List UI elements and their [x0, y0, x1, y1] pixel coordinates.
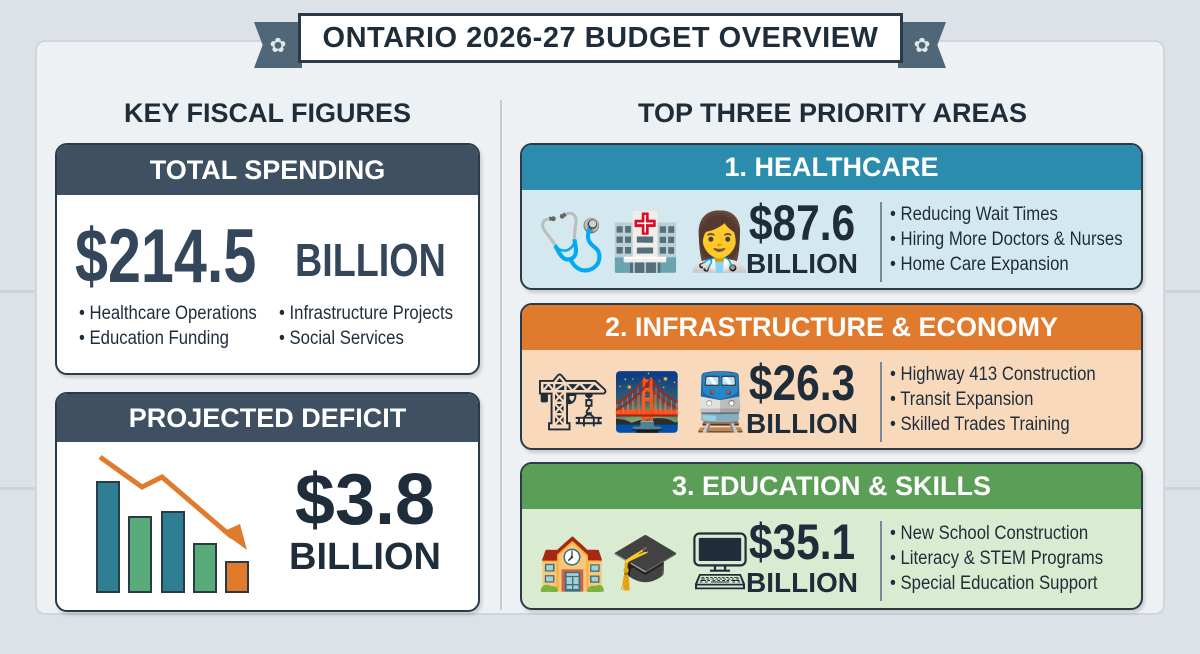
priority-body: 🏫🎓🖥 $35.1 BILLION New School Constructio… — [522, 509, 1141, 608]
deficit-unit: BILLION — [289, 536, 441, 578]
priority-title: 2. INFRASTRUCTURE & ECONOMY — [522, 305, 1141, 350]
page-title: ONTARIO 2026-27 BUDGET OVERVIEW — [298, 13, 903, 63]
priority-items: New School ConstructionLiteracy & STEM P… — [890, 521, 1132, 596]
priority-body: 🏗🌉🚆 $26.3 BILLION Highway 413 Constructi… — [522, 350, 1141, 448]
priority-items: Reducing Wait TimesHiring More Doctors &… — [890, 202, 1141, 277]
priority-unit: BILLION — [746, 567, 858, 598]
school-icon graduation-cap-icon computer-icon: 🏫🎓🖥 — [537, 529, 760, 592]
deficit-amount-block: $3.8 BILLION — [285, 464, 445, 579]
list-item: New School Construction — [890, 521, 1103, 546]
stethoscope-icon hospital-icon nurse-icon: 🩺🏥👩‍⚕️ — [537, 210, 759, 273]
list-item: Healthcare Operations — [79, 301, 257, 326]
priority-heading: TOP THREE PRIORITY AREAS — [637, 98, 1028, 128]
total-items: Infrastructure Projects Social Services — [279, 301, 477, 351]
projected-deficit-card: PROJECTED DEFICIT $3.8 BILLION — [55, 392, 480, 612]
deficit-amount: $3.8 — [294, 460, 436, 540]
priority-amount: $35.1 — [748, 514, 856, 570]
priority-amount-block: $35.1 BILLION — [737, 517, 867, 599]
list-item: Reducing Wait Times — [890, 202, 1123, 227]
priority-items: Highway 413 ConstructionTransit Expansio… — [890, 362, 1124, 437]
priority-title: 1. HEALTHCARE — [522, 145, 1141, 190]
deficit-label: PROJECTED DEFICIT — [57, 394, 478, 442]
divider — [880, 202, 882, 282]
divider — [500, 100, 502, 610]
priority-card: 1. HEALTHCARE 🩺🏥👩‍⚕️ $87.6 BILLION Reduc… — [520, 143, 1143, 290]
divider — [880, 362, 882, 442]
total-items: Healthcare Operations Education Funding — [79, 301, 281, 351]
priority-title: 3. EDUCATION & SKILLS — [522, 464, 1141, 509]
list-item: Education Funding — [79, 326, 257, 351]
priority-amount-block: $26.3 BILLION — [737, 358, 867, 440]
list-item: Highway 413 Construction — [890, 362, 1096, 387]
declining-bar-chart-icon — [96, 454, 249, 593]
priority-card: 3. EDUCATION & SKILLS 🏫🎓🖥 $35.1 BILLION … — [520, 462, 1143, 610]
priority-card: 2. INFRASTRUCTURE & ECONOMY 🏗🌉🚆 $26.3 BI… — [520, 303, 1143, 450]
list-item: Infrastructure Projects — [279, 301, 454, 326]
key-fiscal-heading: KEY FISCAL FIGURES — [123, 98, 412, 128]
list-item: Special Education Support — [890, 571, 1103, 596]
total-unit: BILLION — [295, 234, 446, 286]
total-amount-row: $214.5 BILLION — [75, 213, 446, 300]
crane-icon bridge-icon train-icon: 🏗🌉🚆 — [537, 370, 760, 433]
priority-amount-block: $87.6 BILLION — [737, 198, 867, 280]
priority-unit: BILLION — [746, 248, 858, 279]
list-item: Social Services — [279, 326, 453, 351]
list-item: Transit Expansion — [890, 387, 1096, 412]
divider — [880, 521, 882, 601]
list-item: Hiring More Doctors & Nurses — [890, 227, 1123, 252]
total-spending-label: TOTAL SPENDING — [57, 145, 478, 195]
priority-body: 🩺🏥👩‍⚕️ $87.6 BILLION Reducing Wait Times… — [522, 190, 1141, 288]
priority-amount: $26.3 — [748, 355, 856, 411]
priority-amount: $87.6 — [748, 195, 856, 251]
list-item: Home Care Expansion — [890, 252, 1123, 277]
total-spending-card: TOTAL SPENDING $214.5 BILLION Healthcare… — [55, 143, 480, 375]
total-amount: $214.5 — [75, 214, 257, 299]
priority-unit: BILLION — [746, 408, 858, 439]
list-item: Literacy & STEM Programs — [890, 546, 1104, 571]
list-item: Skilled Trades Training — [890, 412, 1096, 437]
